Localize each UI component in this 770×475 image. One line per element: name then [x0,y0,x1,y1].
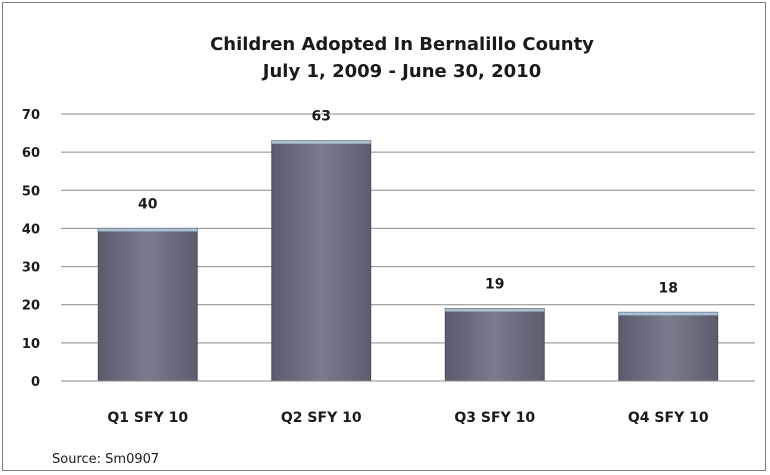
bars [97,140,719,382]
bar-body [444,308,545,382]
data-label: 18 [659,280,678,296]
chart-frame: Children Adopted In Bernalillo County Ju… [2,2,766,471]
y-tick-label: 60 [22,146,40,161]
bar-top-highlight [271,140,371,144]
y-tick-label: 30 [22,261,40,276]
y-tick-label: 40 [22,222,40,237]
bar-1 [97,227,198,382]
bar-top-highlight [445,308,545,312]
bar-body [97,227,198,382]
x-tick-label: Q1 SFY 10 [107,410,188,426]
x-tick-label: Q4 SFY 10 [628,410,709,426]
bar-3 [444,308,545,382]
y-tick-label: 70 [22,108,40,123]
bar-top-highlight [618,312,718,316]
bar-body [618,311,719,382]
data-label: 40 [138,196,158,212]
data-labels: 40 63 19 18 [138,109,678,297]
data-label: 19 [485,277,504,293]
x-tick-label: Q3 SFY 10 [454,410,535,426]
bar-top-highlight [98,228,198,232]
bar-body [271,140,372,382]
bar-chart: Children Adopted In Bernalillo County Ju… [22,34,755,467]
data-label: 63 [312,109,331,125]
chart-title: Children Adopted In Bernalillo County [210,34,594,55]
y-tick-label: 0 [31,375,40,390]
y-tick-label: 10 [22,337,40,352]
x-tick-label: Q2 SFY 10 [281,410,362,426]
bar-2 [271,140,372,382]
source-note: Source: Sm0907 [52,452,159,467]
y-tick-label: 20 [22,299,40,314]
y-tick-label: 50 [22,184,40,199]
chart-subtitle: July 1, 2009 - June 30, 2010 [261,61,541,82]
bar-4 [618,311,719,382]
y-axis-ticks: 0 10 20 30 40 50 60 70 [22,108,40,390]
x-axis-categories: Q1 SFY 10 Q2 SFY 10 Q3 SFY 10 Q4 SFY 10 [107,410,708,426]
